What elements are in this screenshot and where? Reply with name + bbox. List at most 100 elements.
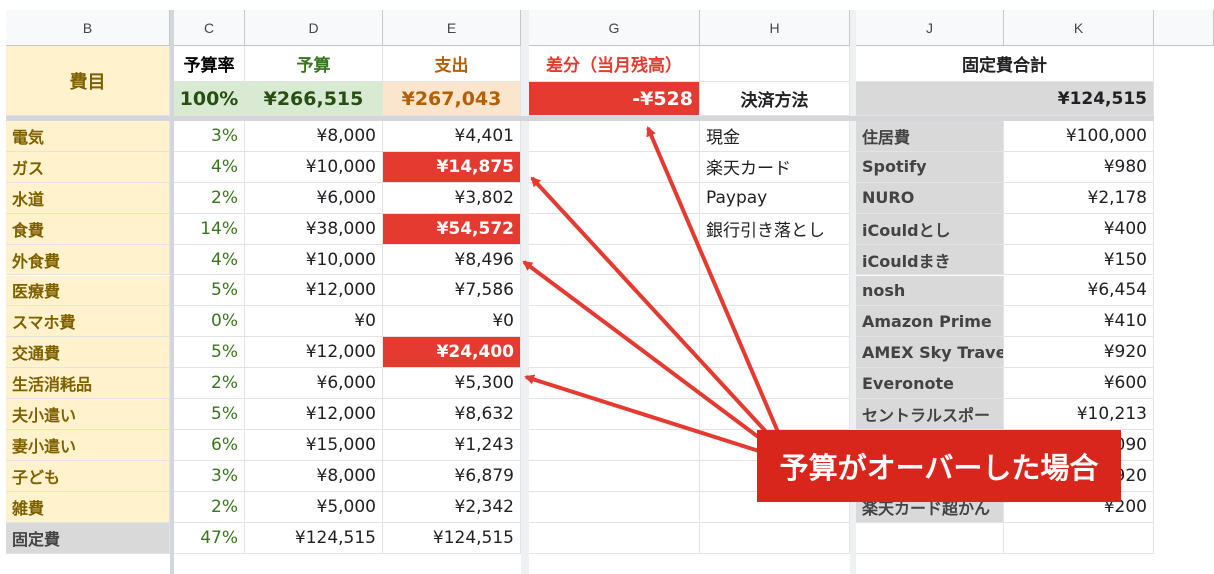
expense-cell[interactable]: ¥7,586 bbox=[383, 275, 521, 307]
column-header-c[interactable]: C bbox=[174, 10, 245, 46]
diff-cell[interactable] bbox=[529, 430, 700, 461]
category-cell[interactable]: 電気 bbox=[6, 121, 170, 152]
budget-cell[interactable]: ¥124,515 bbox=[245, 522, 383, 554]
category-cell[interactable]: ガス bbox=[6, 151, 170, 183]
category-cell[interactable]: 雑費 bbox=[6, 491, 170, 523]
diff-cell[interactable] bbox=[529, 399, 700, 430]
fixed-cost-name[interactable]: Everonote bbox=[856, 368, 1004, 400]
fixed-cost-amount[interactable]: ¥410 bbox=[1004, 306, 1154, 338]
diff-cell[interactable] bbox=[529, 460, 700, 492]
budget-cell[interactable]: ¥10,000 bbox=[245, 244, 383, 276]
budget-total[interactable]: ¥266,515 bbox=[245, 82, 383, 116]
payment-method-cell[interactable]: 銀行引き落とし bbox=[700, 213, 850, 245]
budget-cell[interactable]: ¥12,000 bbox=[245, 275, 383, 307]
fixed-cost-name[interactable]: Spotify bbox=[856, 151, 1004, 183]
fixed-cost-amount[interactable]: ¥400 bbox=[1004, 213, 1154, 245]
rate-cell[interactable]: 3% bbox=[174, 121, 245, 152]
diff-cell[interactable] bbox=[529, 151, 700, 183]
fixed-cost-amount[interactable]: ¥980 bbox=[1004, 151, 1154, 183]
expense-cell-over-budget[interactable]: ¥14,875 bbox=[383, 151, 521, 183]
diff-cell[interactable] bbox=[529, 244, 700, 276]
category-cell[interactable]: 医療費 bbox=[6, 275, 170, 307]
fixed-cost-name[interactable]: iCouldとし bbox=[856, 213, 1004, 245]
category-header[interactable]: 費目 bbox=[6, 46, 170, 116]
category-cell[interactable]: 食費 bbox=[6, 213, 170, 245]
diff-cell[interactable] bbox=[529, 306, 700, 338]
budget-header[interactable]: 予算 bbox=[245, 46, 383, 82]
expense-cell[interactable]: ¥3,802 bbox=[383, 182, 521, 214]
rate-cell[interactable]: 14% bbox=[174, 213, 245, 245]
diff-cell[interactable] bbox=[529, 491, 700, 523]
rate-cell[interactable]: 0% bbox=[174, 306, 245, 338]
column-header-b[interactable]: B bbox=[6, 10, 170, 46]
empty-cell[interactable] bbox=[700, 244, 850, 276]
fixed-cost-amount[interactable]: ¥2,178 bbox=[1004, 182, 1154, 214]
fixed-cost-amount[interactable]: ¥6,454 bbox=[1004, 275, 1154, 307]
category-cell[interactable]: 生活消耗品 bbox=[6, 368, 170, 400]
expense-cell[interactable]: ¥4,401 bbox=[383, 121, 521, 152]
rate-cell[interactable]: 47% bbox=[174, 522, 245, 554]
budget-cell[interactable]: ¥12,000 bbox=[245, 399, 383, 430]
fixed-cost-amount[interactable]: ¥920 bbox=[1004, 337, 1154, 369]
diff-cell[interactable] bbox=[529, 182, 700, 214]
budget-cell[interactable]: ¥10,000 bbox=[245, 151, 383, 183]
fixed-cost-amount[interactable]: ¥600 bbox=[1004, 368, 1154, 400]
expense-cell[interactable]: ¥6,879 bbox=[383, 460, 521, 492]
expense-header[interactable]: 支出 bbox=[383, 46, 521, 82]
rate-cell[interactable]: 4% bbox=[174, 151, 245, 183]
payment-method-cell[interactable]: Paypay bbox=[700, 182, 850, 214]
empty-cell[interactable] bbox=[700, 522, 850, 554]
payment-header[interactable]: 決済方法 bbox=[700, 82, 850, 116]
fixed-cost-name[interactable]: iCouldまき bbox=[856, 244, 1004, 276]
column-header-e[interactable]: E bbox=[383, 10, 521, 46]
diff-cell[interactable] bbox=[529, 275, 700, 307]
rate-cell[interactable]: 4% bbox=[174, 244, 245, 276]
rate-total[interactable]: 100% bbox=[174, 82, 245, 116]
category-cell[interactable]: 外食費 bbox=[6, 244, 170, 276]
column-header-g[interactable]: G bbox=[529, 10, 700, 46]
rate-cell[interactable]: 2% bbox=[174, 491, 245, 523]
rate-cell[interactable]: 2% bbox=[174, 182, 245, 214]
category-cell[interactable]: 固定費 bbox=[6, 522, 170, 554]
fixed-total-header[interactable]: 固定費合計 bbox=[856, 46, 1154, 82]
fixed-cost-amount[interactable]: ¥150 bbox=[1004, 244, 1154, 276]
frozen-row-divider[interactable] bbox=[6, 116, 1154, 121]
budget-cell[interactable]: ¥8,000 bbox=[245, 121, 383, 152]
fixed-cost-name[interactable]: セントラルスポー bbox=[856, 399, 1004, 430]
payment-method-cell[interactable]: 楽天カード bbox=[700, 151, 850, 183]
expense-cell[interactable]: ¥2,342 bbox=[383, 491, 521, 523]
budget-cell[interactable]: ¥12,000 bbox=[245, 337, 383, 369]
column-header-d[interactable]: D bbox=[245, 10, 383, 46]
budget-cell[interactable]: ¥38,000 bbox=[245, 213, 383, 245]
fixed-cost-name[interactable]: nosh bbox=[856, 275, 1004, 307]
column-header-extra[interactable] bbox=[1154, 10, 1214, 46]
diff-cell[interactable] bbox=[529, 368, 700, 400]
empty-cell[interactable] bbox=[700, 491, 850, 523]
expense-cell[interactable]: ¥5,300 bbox=[383, 368, 521, 400]
category-cell[interactable]: 夫小遣い bbox=[6, 399, 170, 430]
empty-cell[interactable] bbox=[700, 306, 850, 338]
column-header-k[interactable]: K bbox=[1004, 10, 1154, 46]
budget-cell[interactable]: ¥8,000 bbox=[245, 460, 383, 492]
diff-cell[interactable] bbox=[529, 522, 700, 554]
empty-cell[interactable] bbox=[700, 368, 850, 400]
budget-cell[interactable]: ¥5,000 bbox=[245, 491, 383, 523]
expense-cell[interactable]: ¥0 bbox=[383, 306, 521, 338]
diff-header[interactable]: 差分（当月残高） bbox=[529, 46, 700, 82]
payment-method-cell[interactable]: 現金 bbox=[700, 121, 850, 152]
fixed-cost-name[interactable]: AMEX Sky Travel bbox=[856, 337, 1004, 369]
fixed-cost-name[interactable]: Amazon Prime bbox=[856, 306, 1004, 338]
empty-cell[interactable] bbox=[700, 46, 850, 82]
rate-cell[interactable]: 3% bbox=[174, 460, 245, 492]
budget-cell[interactable]: ¥15,000 bbox=[245, 430, 383, 461]
fixed-cost-name[interactable]: 住居費 bbox=[856, 121, 1004, 152]
category-cell[interactable]: 交通費 bbox=[6, 337, 170, 369]
budget-cell[interactable]: ¥6,000 bbox=[245, 182, 383, 214]
expense-total[interactable]: ¥267,043 bbox=[383, 82, 521, 116]
rate-cell[interactable]: 2% bbox=[174, 368, 245, 400]
rate-cell[interactable]: 5% bbox=[174, 275, 245, 307]
frozen-column-divider[interactable] bbox=[170, 10, 174, 574]
expense-cell[interactable]: ¥1,243 bbox=[383, 430, 521, 461]
fixed-cost-amount[interactable]: ¥100,000 bbox=[1004, 121, 1154, 152]
budget-cell[interactable]: ¥6,000 bbox=[245, 368, 383, 400]
